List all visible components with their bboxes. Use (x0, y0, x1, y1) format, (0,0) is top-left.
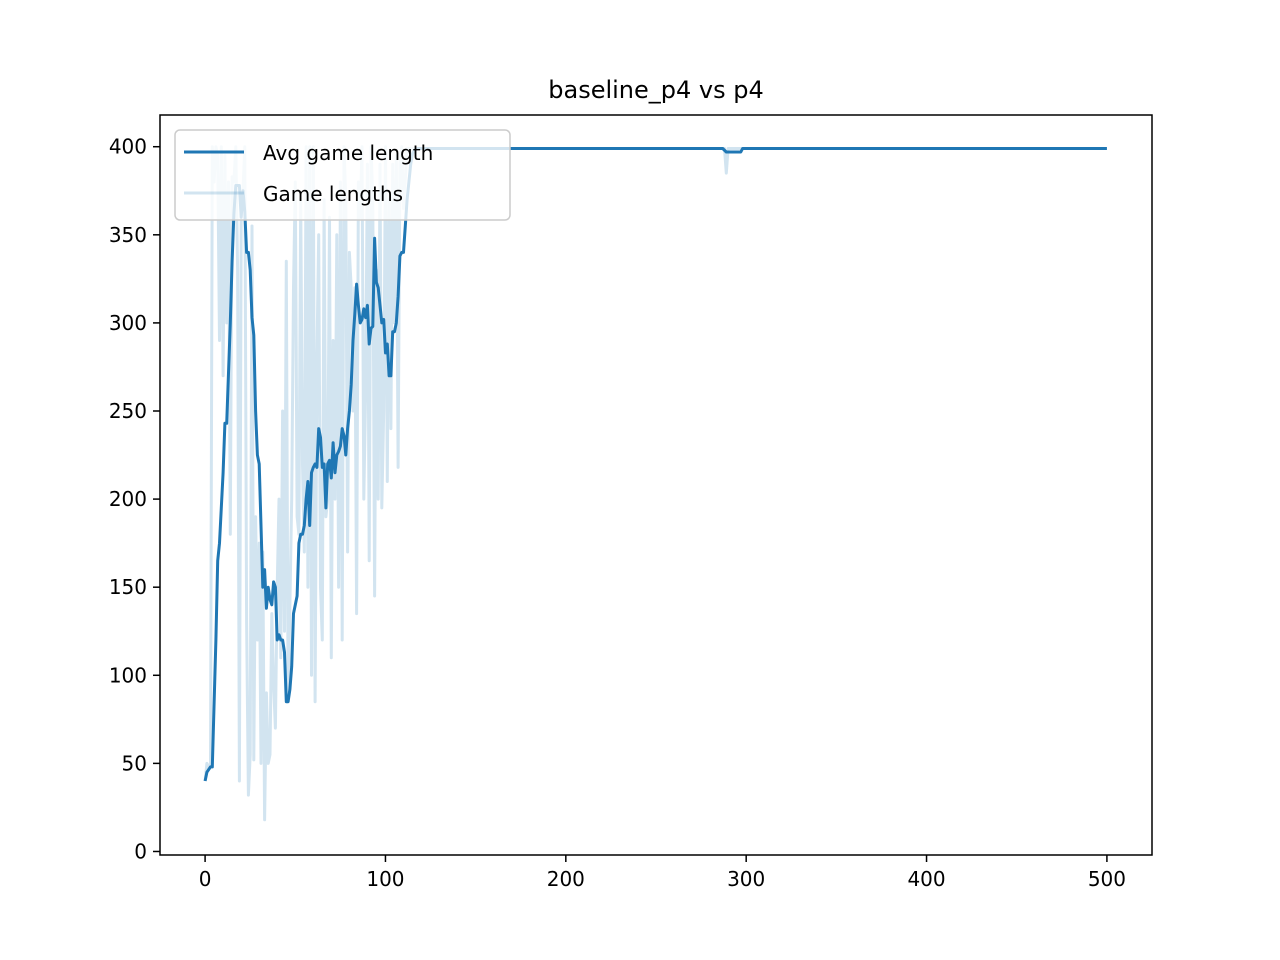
y-tick-label-150: 150 (109, 575, 147, 599)
y-tick-label-300: 300 (109, 311, 147, 335)
avg-game-length-series (203, 147, 1107, 782)
y-axis: 0 50 100 150 200 250 300 350 400 (109, 135, 160, 863)
avg-game-length-layer (203, 147, 1107, 782)
x-tick-label-200: 200 (547, 867, 585, 891)
x-tick-label-500: 500 (1088, 867, 1126, 891)
x-tick-label-100: 100 (366, 867, 404, 891)
legend-box (174, 129, 511, 221)
plot-area (159, 114, 1153, 856)
chart-title: baseline_p4 vs p4 (548, 76, 764, 104)
y-tick-label-0: 0 (134, 839, 147, 863)
y-tick-label-50: 50 (122, 751, 147, 775)
legend-label-avg: Avg game length (263, 141, 433, 165)
y-tick-label-100: 100 (109, 663, 147, 687)
plot-border (159, 114, 1153, 856)
y-tick-label-350: 350 (109, 223, 147, 247)
x-axis: 0 100 200 300 400 500 (199, 855, 1126, 891)
legend-label-game-lengths: Game lengths (263, 182, 403, 206)
y-tick-label-250: 250 (109, 399, 147, 423)
legend: Avg game length Game lengths (174, 129, 511, 221)
y-tick-label-400: 400 (109, 135, 147, 159)
x-tick-label-300: 300 (727, 867, 765, 891)
x-tick-label-400: 400 (907, 867, 945, 891)
y-tick-label-200: 200 (109, 487, 147, 511)
x-tick-label-0: 0 (199, 867, 212, 891)
